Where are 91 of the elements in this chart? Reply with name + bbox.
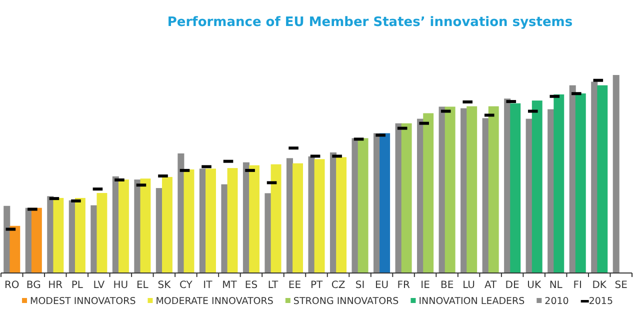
bar <box>488 106 499 273</box>
bar <box>31 208 42 273</box>
bar <box>10 226 20 273</box>
x-tick-label: FR <box>397 280 410 292</box>
bar <box>597 85 608 273</box>
bar <box>336 157 347 273</box>
bar <box>548 109 554 273</box>
bar <box>74 198 86 273</box>
x-tick-label: EL <box>136 280 149 292</box>
x-tick-label: ES <box>244 280 258 292</box>
x-tick-label: LT <box>268 280 280 292</box>
legend-label: MODERATE INNOVATORS <box>156 296 274 307</box>
bar <box>510 103 521 273</box>
chart-title: Performance of EU Member States’ innovation systems <box>167 15 573 30</box>
x-tick-label: CZ <box>331 280 346 292</box>
bar <box>314 159 325 273</box>
bar <box>554 94 564 273</box>
bar <box>504 98 511 273</box>
x-tick-label: SE <box>614 280 628 292</box>
bar <box>526 118 532 273</box>
bar <box>358 138 368 273</box>
bar <box>444 106 456 273</box>
bar <box>221 184 228 273</box>
bar <box>199 168 206 273</box>
bar <box>206 168 216 273</box>
x-tick-label: SK <box>158 280 172 292</box>
x-tick-label: BE <box>440 280 454 292</box>
bar <box>4 206 10 273</box>
bar <box>162 176 172 273</box>
x-tick-label: SI <box>355 280 365 292</box>
bar <box>532 100 542 273</box>
bar <box>374 133 380 273</box>
x-tick-label: EU <box>374 280 389 292</box>
bar <box>591 82 598 273</box>
x-tick-label: NL <box>549 280 563 292</box>
x-tick-label: FI <box>573 280 582 292</box>
x-tick-label: DE <box>505 280 520 292</box>
bar <box>140 178 151 273</box>
bar <box>395 123 402 273</box>
bar <box>112 176 119 273</box>
bar <box>53 198 64 273</box>
x-tick-label: PL <box>71 280 84 292</box>
bar <box>242 162 250 273</box>
x-tick-label: CY <box>179 280 194 292</box>
bar <box>90 205 98 273</box>
bar <box>352 138 358 273</box>
bar <box>292 163 304 273</box>
x-tick-label: UK <box>527 280 542 292</box>
x-tick-label: BG <box>26 280 41 292</box>
bar <box>264 193 272 273</box>
bar <box>612 75 620 273</box>
x-tick-label: HU <box>113 280 128 292</box>
bar <box>438 106 446 273</box>
bar <box>96 193 108 273</box>
bar <box>227 168 238 273</box>
bar <box>47 196 54 273</box>
x-tick-label: HR <box>48 280 63 292</box>
x-tick-label: DK <box>592 280 607 292</box>
legend-label: 2015 <box>588 296 614 307</box>
x-tick-label: MT <box>222 280 238 292</box>
bar <box>330 152 337 273</box>
bar <box>380 133 390 273</box>
x-tick-label: EE <box>288 280 302 292</box>
bar <box>249 165 260 273</box>
bar <box>460 108 468 273</box>
bar <box>270 164 282 273</box>
bar <box>575 93 586 273</box>
legend-label: STRONG INNOVATORS <box>293 296 399 307</box>
x-tick-label: PT <box>310 280 324 292</box>
x-tick-label: LU <box>462 280 476 292</box>
bar <box>482 118 489 273</box>
x-tick-label: IT <box>203 280 214 292</box>
bar <box>401 123 412 273</box>
bar <box>423 113 434 273</box>
x-tick-label: AT <box>484 280 498 292</box>
bar <box>417 118 424 273</box>
bar <box>156 188 162 273</box>
legend-label: MODEST INNOVATORS <box>30 296 136 307</box>
bar <box>118 180 129 273</box>
bar <box>569 85 576 273</box>
bar <box>308 156 315 273</box>
legend-label: 2010 <box>544 296 569 307</box>
x-tick-label: IE <box>420 280 430 292</box>
bar <box>466 106 478 273</box>
x-tick-label: RO <box>4 280 20 292</box>
legend-label: INNOVATION LEADERS <box>418 296 525 307</box>
x-tick-label: LV <box>93 280 105 292</box>
bar <box>184 169 194 273</box>
bar <box>134 180 141 273</box>
bar <box>286 158 293 273</box>
bar <box>178 153 184 273</box>
